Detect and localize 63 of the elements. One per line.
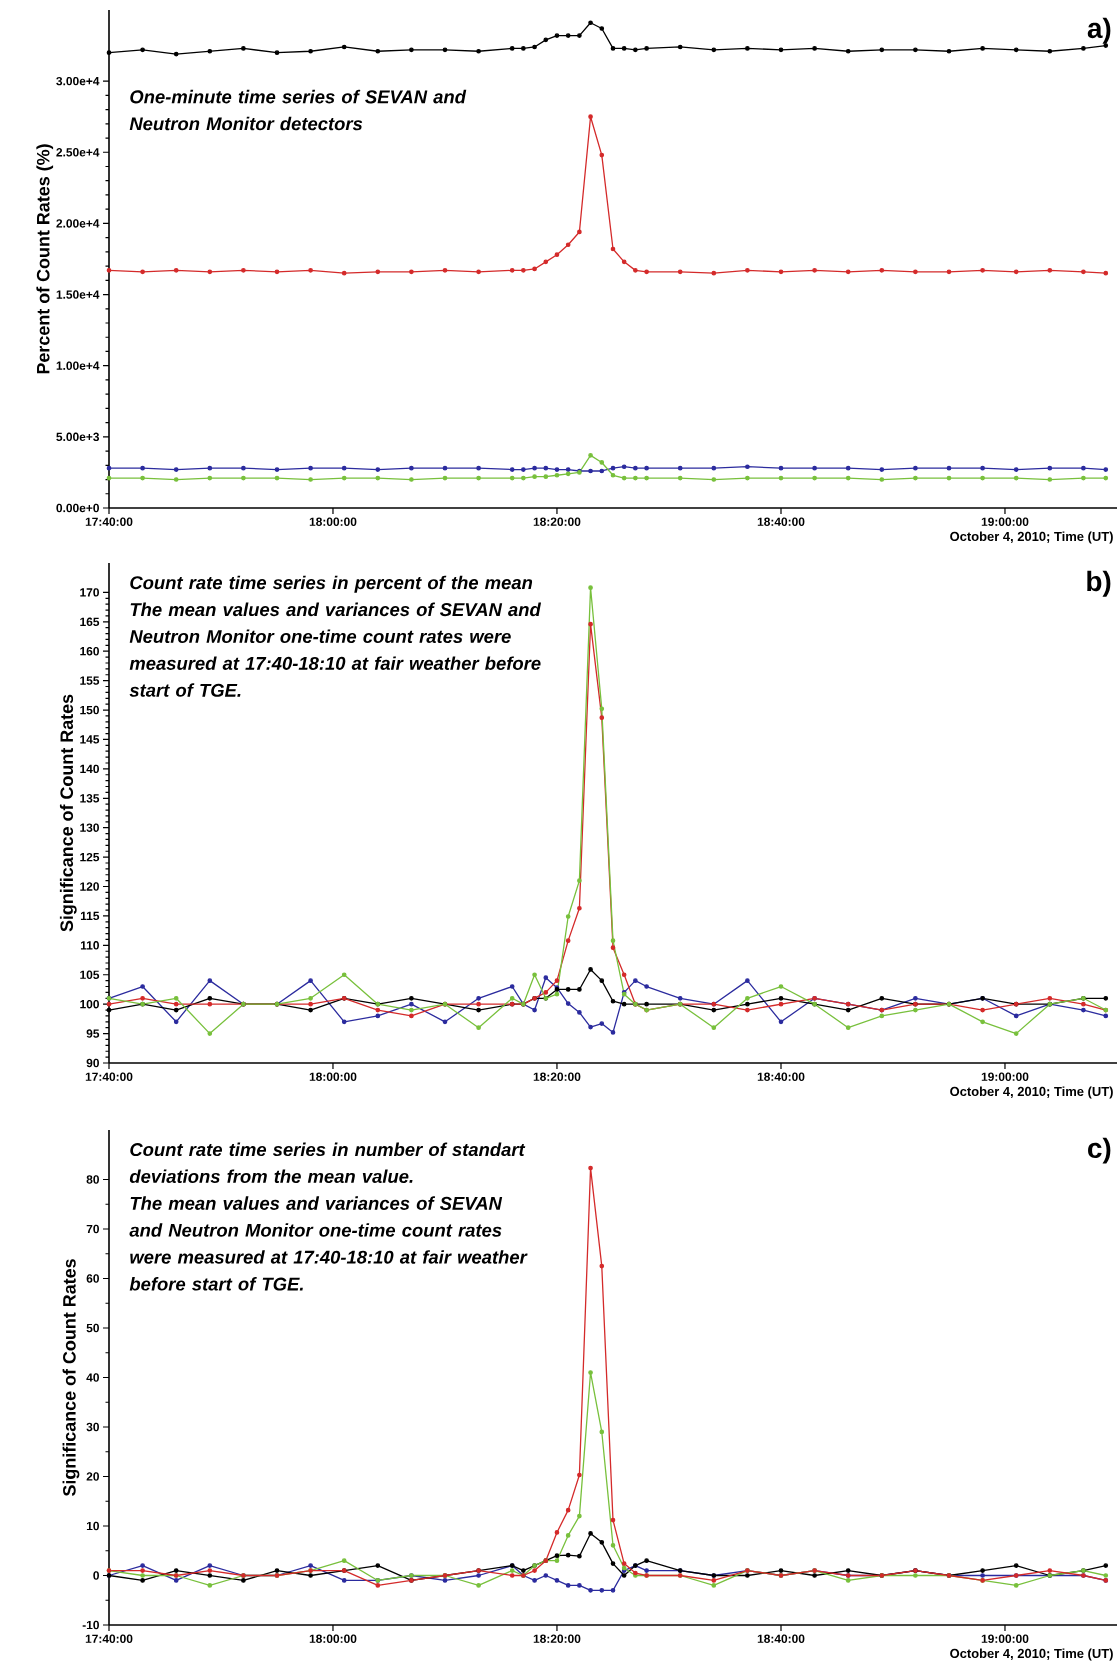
x-tick-label: 19:00:00 (981, 517, 1029, 526)
y-tick-label: 150 (80, 705, 99, 715)
y-tick-label: 80 (86, 1175, 99, 1184)
x-tick-label: 18:20:00 (533, 517, 581, 526)
y-tick-label: 90 (86, 1058, 99, 1068)
x-tick-label: 18:40:00 (757, 517, 805, 526)
y-tick-label: -10 (82, 1620, 99, 1630)
x-tick-label: 18:00:00 (309, 1072, 357, 1081)
y-tick-label: 125 (80, 852, 100, 862)
y-tick-label: 30 (86, 1422, 99, 1432)
y-axis-title: Significance of Count Rates (62, 1259, 80, 1497)
y-tick-label: 100 (80, 999, 99, 1009)
annotation: Count rate time series in number of standart deviations from the mean value. (129, 1142, 526, 1184)
y-tick-label: 0 (93, 1571, 99, 1580)
y-tick-label: 145 (80, 735, 100, 744)
y-tick-label: 135 (80, 794, 100, 803)
y-tick-label: 140 (80, 764, 99, 774)
x-axis-title: October 4, 2010; Time (UT) (950, 1648, 1113, 1661)
y-tick-label: 105 (80, 970, 100, 979)
x-tick-label: 19:00:00 (981, 1634, 1029, 1643)
y-tick-label: 115 (80, 911, 100, 921)
x-tick-label: 17:40:00 (85, 1072, 133, 1081)
y-tick-label: 40 (86, 1373, 99, 1382)
y-tick-label: 165 (80, 617, 100, 627)
y-axis-title: Percent of Count Rates (%) (36, 144, 54, 374)
y-tick-label: 3.00e+4 (56, 76, 100, 86)
y-tick-label: 5.00e+3 (56, 432, 100, 442)
x-tick-label: 18:00:00 (309, 1634, 357, 1643)
y-tick-label: 2.00e+4 (56, 219, 100, 228)
annotation: Count rate time series in percent of the mean (130, 575, 533, 593)
y-tick-label: 10 (86, 1521, 99, 1531)
x-tick-label: 19:00:00 (981, 1072, 1029, 1081)
y-tick-label: 120 (80, 882, 99, 891)
annotation: c) (1088, 1137, 1111, 1164)
x-tick-label: 18:40:00 (757, 1072, 805, 1081)
y-tick-label: 60 (86, 1274, 99, 1283)
x-tick-label: 17:40:00 (85, 1634, 133, 1643)
x-tick-label: 18:40:00 (757, 1634, 805, 1643)
y-tick-label: 95 (86, 1029, 100, 1038)
x-axis-title: October 4, 2010; Time (UT) (950, 1086, 1113, 1099)
annotation: The mean values and variances of SEVAN and Neutron Monitor one-time count rates were measured at 17:40-18:10 at fair weather before start of TGE. (129, 602, 542, 697)
y-axis-title: Significance of Count Rates (59, 694, 77, 932)
x-tick-label: 18:20:00 (533, 1072, 581, 1081)
y-tick-label: 155 (80, 676, 100, 685)
y-tick-label: 110 (80, 941, 99, 950)
y-tick-label: 20 (86, 1472, 99, 1481)
annotation: The mean values and variances of SEVAN and Neutron Monitor one-time count rates were measured at 17:40-18:10 at fair weather before start of TGE. (129, 1196, 528, 1291)
y-tick-label: 170 (80, 588, 99, 597)
annotation: a) (1087, 17, 1111, 44)
x-tick-label: 18:20:00 (533, 1634, 581, 1643)
y-tick-label: 2.50e+4 (56, 148, 100, 157)
y-tick-label: 1.00e+4 (56, 361, 100, 370)
y-tick-label: 70 (86, 1224, 99, 1234)
y-tick-label: 1.50e+4 (56, 290, 100, 299)
y-tick-label: 0.00e+0 (56, 503, 99, 513)
x-tick-label: 17:40:00 (85, 517, 133, 526)
annotation: One-minute time series of SEVAN and Neutron Monitor detectors (129, 89, 467, 131)
y-tick-label: 160 (80, 647, 99, 656)
y-tick-label: 130 (80, 823, 99, 832)
x-tick-label: 18:00:00 (309, 517, 357, 526)
annotation: b) (1087, 570, 1111, 597)
x-axis-title: October 4, 2010; Time (UT) (950, 531, 1113, 544)
y-tick-label: 50 (86, 1323, 99, 1333)
